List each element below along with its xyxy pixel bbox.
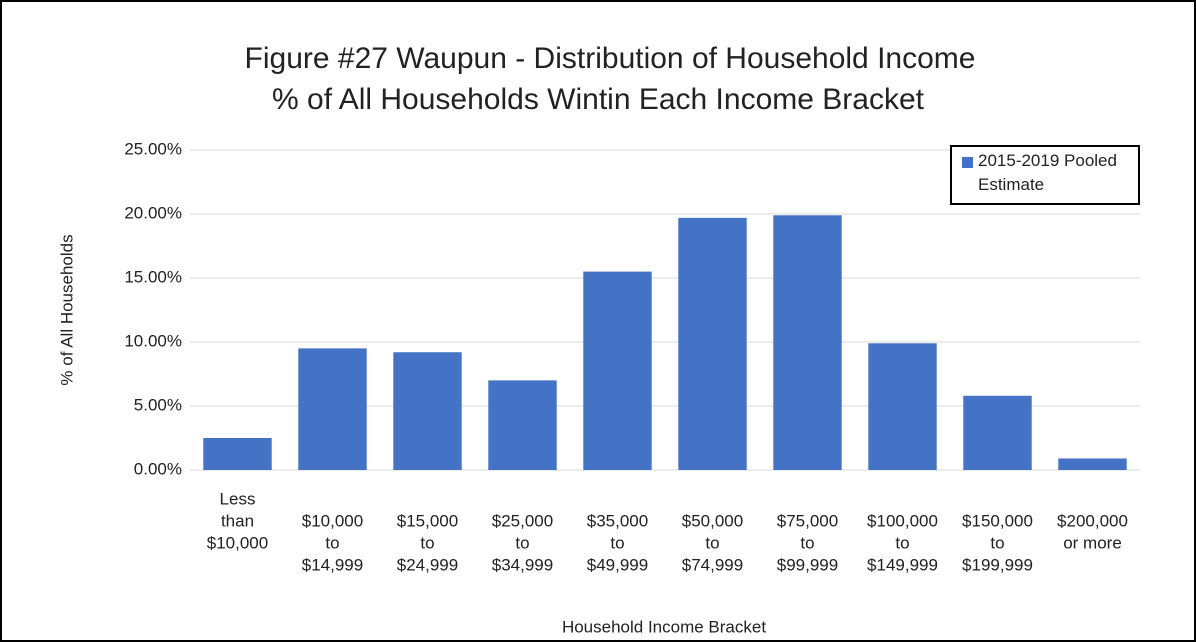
- x-tick-label: to: [420, 533, 434, 552]
- bar: [963, 395, 1032, 470]
- x-tick-label: $14,999: [302, 555, 363, 574]
- x-tick-label: $49,999: [587, 555, 648, 574]
- legend-swatch: [962, 157, 973, 168]
- x-tick-label: $149,999: [867, 555, 938, 574]
- x-tick-label: $34,999: [492, 555, 553, 574]
- x-tick-label: $75,000: [777, 511, 838, 530]
- x-tick-label: $100,000: [867, 511, 938, 530]
- x-tick-label: $15,000: [397, 511, 458, 530]
- bar: [298, 348, 367, 470]
- legend: 2015-2019 Pooled Estimate: [950, 145, 1140, 205]
- bar: [1058, 458, 1127, 470]
- x-tick-label: $74,999: [682, 555, 743, 574]
- x-tick-label: $50,000: [682, 511, 743, 530]
- x-axis-label: Household Income Bracket: [562, 617, 766, 636]
- bar: [678, 217, 747, 470]
- x-tick-label: Less: [220, 489, 256, 508]
- bar: [868, 343, 937, 470]
- chart-subtitle: % of All Households Wintin Each Income B…: [272, 83, 925, 116]
- x-tick-label: to: [325, 533, 339, 552]
- bar: [583, 271, 652, 470]
- x-tick-label: to: [705, 533, 719, 552]
- y-tick-label: 25.00%: [124, 139, 182, 158]
- bar: [393, 352, 462, 470]
- x-tick-label: or more: [1063, 533, 1122, 552]
- bar: [203, 438, 272, 470]
- y-tick-label: 0.00%: [134, 459, 182, 478]
- y-tick-label: 10.00%: [124, 331, 182, 350]
- x-tick-label: $199,999: [962, 555, 1033, 574]
- bar: [773, 215, 842, 470]
- y-tick-label: 15.00%: [124, 267, 182, 286]
- x-tick-label: $200,000: [1057, 511, 1128, 530]
- x-tick-label: $35,000: [587, 511, 648, 530]
- x-tick-label: $24,999: [397, 555, 458, 574]
- x-tick-label: $10,000: [207, 533, 268, 552]
- x-tick-label: to: [990, 533, 1004, 552]
- x-tick-label: than: [221, 511, 254, 530]
- x-tick-label: to: [515, 533, 529, 552]
- chart-title: Figure #27 Waupun - Distribution of Hous…: [245, 42, 976, 75]
- y-axis-label: % of All Households: [57, 234, 76, 385]
- y-tick-label: 5.00%: [134, 395, 182, 414]
- x-tick-label: $25,000: [492, 511, 553, 530]
- x-tick-label: to: [610, 533, 624, 552]
- x-tick-label: to: [800, 533, 814, 552]
- x-tick-label: $150,000: [962, 511, 1033, 530]
- x-tick-label: $99,999: [777, 555, 838, 574]
- x-tick-label: $10,000: [302, 511, 363, 530]
- legend-label: 2015-2019 Pooled Estimate: [978, 151, 1117, 194]
- y-tick-label: 20.00%: [124, 203, 182, 222]
- x-tick-label: to: [895, 533, 909, 552]
- bar: [488, 380, 557, 470]
